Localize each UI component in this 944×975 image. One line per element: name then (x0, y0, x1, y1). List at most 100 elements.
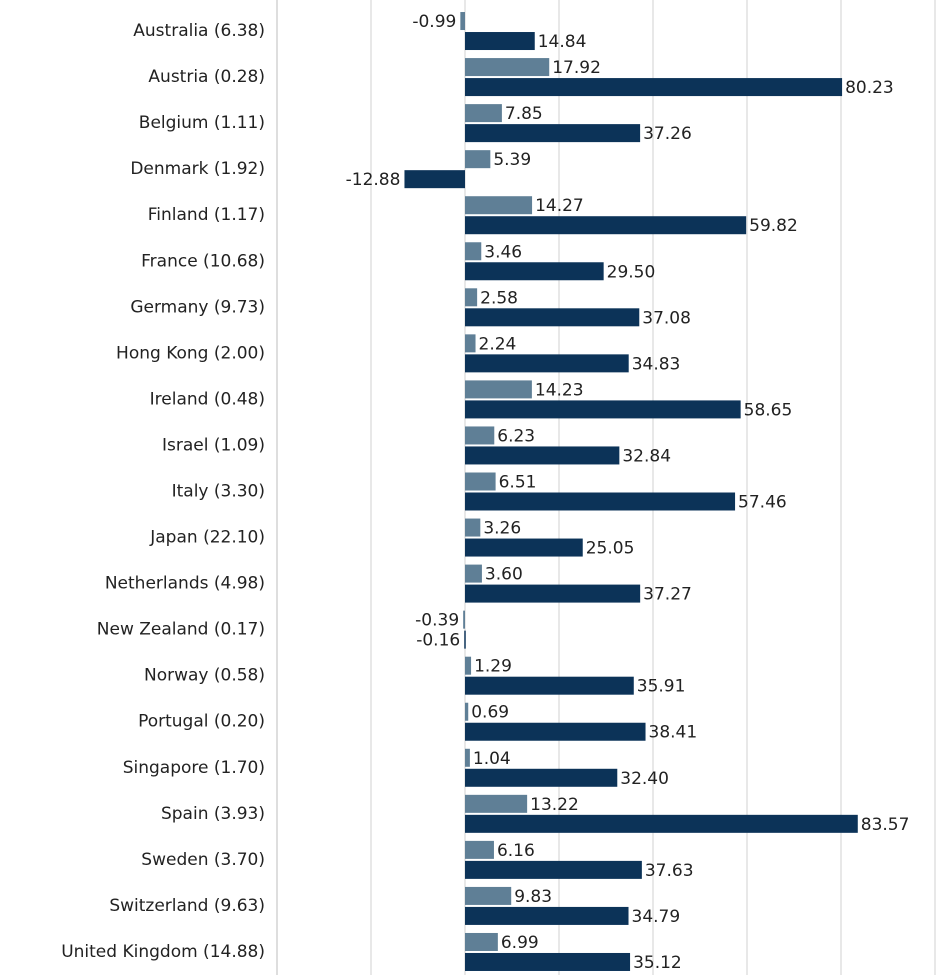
data-label: 3.60 (485, 565, 523, 585)
bar (465, 104, 502, 123)
data-label: 3.46 (484, 242, 522, 262)
bar (465, 538, 583, 557)
bar (465, 748, 470, 767)
bar (465, 32, 535, 51)
y-tick-label: Japan (22.10) (149, 528, 265, 548)
y-tick-label: New Zealand (0.17) (97, 620, 265, 640)
data-label: 0.69 (471, 703, 509, 723)
data-label: -0.99 (412, 12, 456, 32)
y-tick-label: Singapore (1.70) (123, 758, 265, 778)
data-label: 6.99 (501, 933, 539, 953)
bar (465, 400, 741, 419)
y-tick-label: Portugal (0.20) (138, 712, 265, 732)
data-label: 7.85 (505, 104, 543, 124)
data-label: 37.27 (643, 585, 692, 605)
data-label: 13.22 (530, 795, 579, 815)
bar (465, 354, 629, 373)
data-label: 57.46 (738, 493, 787, 513)
y-tick-label: Israel (1.09) (162, 435, 265, 455)
bar (465, 952, 631, 971)
bar (465, 446, 620, 465)
y-tick-label: France (10.68) (141, 251, 265, 271)
data-label: 34.79 (632, 907, 681, 927)
bar (465, 702, 469, 721)
y-tick-label: Austria (0.28) (148, 67, 265, 87)
bar (465, 262, 604, 281)
bar (465, 426, 495, 445)
y-tick-label: Germany (9.73) (130, 297, 265, 317)
data-label: 35.12 (633, 953, 682, 973)
data-label: 17.92 (552, 58, 601, 78)
y-tick-label: United Kingdom (14.88) (61, 942, 265, 962)
data-label: 32.40 (620, 769, 669, 789)
bar (465, 380, 532, 399)
bar (465, 768, 618, 787)
bar (465, 584, 641, 603)
y-tick-label: Norway (0.58) (144, 666, 265, 686)
data-label: 29.50 (607, 262, 656, 282)
bar (465, 124, 641, 143)
bar (465, 492, 736, 511)
y-tick-label: Netherlands (4.98) (105, 574, 265, 594)
y-tick-label: Belgium (1.11) (139, 113, 265, 133)
data-label: 58.65 (744, 400, 793, 420)
y-tick-label: Sweden (3.70) (141, 850, 265, 870)
data-label: 14.27 (535, 196, 584, 216)
data-label: 6.51 (499, 473, 537, 493)
bar (465, 196, 533, 215)
data-label: 3.26 (483, 519, 521, 539)
bar (465, 906, 629, 925)
data-label: 80.23 (845, 78, 894, 98)
bar (465, 722, 646, 741)
bar (464, 630, 466, 649)
data-label: 32.84 (622, 446, 671, 466)
bar (463, 610, 465, 629)
data-label: 14.84 (538, 32, 587, 52)
data-label: 2.24 (479, 334, 517, 354)
bar (465, 242, 482, 261)
data-label: 6.16 (497, 841, 535, 861)
data-label: 1.04 (473, 749, 511, 769)
y-tick-label: Ireland (0.48) (150, 389, 265, 409)
data-label: 25.05 (586, 539, 635, 559)
data-label: 35.91 (637, 677, 686, 697)
data-label: 14.23 (535, 380, 584, 400)
y-tick-label: Australia (6.38) (133, 21, 265, 41)
y-tick-label: Spain (3.93) (161, 804, 265, 824)
bar (465, 932, 498, 951)
bar (465, 472, 496, 491)
data-label: 37.08 (642, 308, 691, 328)
data-label: 38.41 (649, 723, 698, 743)
bar (465, 58, 550, 77)
data-label: 6.23 (497, 426, 535, 446)
bar (460, 12, 465, 31)
bar (465, 308, 640, 327)
data-label: 37.26 (643, 124, 692, 144)
data-label: 37.63 (645, 861, 694, 881)
data-label: -12.88 (346, 170, 401, 190)
bar (465, 840, 494, 859)
bar (465, 814, 858, 833)
y-tick-label: Italy (3.30) (172, 482, 265, 502)
data-label: -0.16 (416, 631, 460, 651)
bar (465, 860, 642, 879)
data-label: 9.83 (514, 887, 552, 907)
data-label: 34.83 (632, 354, 681, 374)
data-label: 5.39 (493, 150, 531, 170)
bar (465, 518, 481, 537)
bar (465, 564, 482, 583)
bar (465, 794, 528, 813)
data-label: 83.57 (861, 815, 910, 835)
data-label: 1.29 (474, 657, 512, 677)
bar (465, 150, 491, 169)
bar (465, 334, 476, 353)
y-tick-label: Finland (1.17) (148, 205, 265, 225)
bar (465, 656, 472, 675)
data-label: 2.58 (480, 288, 518, 308)
bar (465, 676, 634, 695)
bar (465, 78, 843, 97)
y-tick-label: Denmark (1.92) (130, 159, 265, 179)
data-label: -0.39 (415, 611, 459, 631)
y-tick-label: Switzerland (9.63) (109, 896, 265, 916)
